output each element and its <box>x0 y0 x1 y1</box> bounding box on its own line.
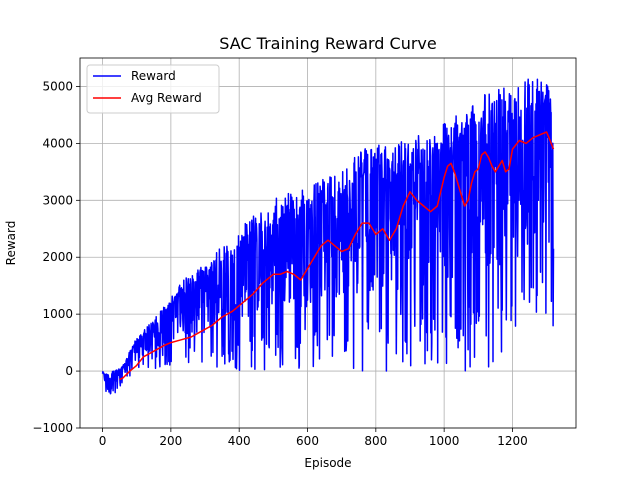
plot-frame <box>79 57 577 429</box>
x-tick-label: 400 <box>228 434 251 448</box>
series-line-avg-reward <box>119 131 555 381</box>
x-tick-label: 1200 <box>497 434 528 448</box>
y-tick-label: 1000 <box>42 307 73 321</box>
series-layer <box>101 78 555 395</box>
y-tick-label: −1000 <box>32 421 73 435</box>
y-axis-label: Reward <box>4 221 18 266</box>
y-tick-label: 5000 <box>42 79 73 93</box>
y-tick-label: 0 <box>65 364 73 378</box>
y-tick-label: 4000 <box>42 136 73 150</box>
y-tick-label: 2000 <box>42 250 73 264</box>
x-tick-label: 800 <box>364 434 387 448</box>
y-axis-ticks: −1000 0 1000 2000 3000 4000 5000 <box>32 79 80 435</box>
x-axis-ticks: 0 200 400 600 800 1000 1200 <box>99 428 528 448</box>
y-tick-label: 3000 <box>42 193 73 207</box>
legend: Reward Avg Reward <box>86 64 220 114</box>
x-tick-label: 600 <box>296 434 319 448</box>
x-axis-label: Episode <box>304 456 351 470</box>
chart-title: SAC Training Reward Curve <box>219 34 436 53</box>
series-line-reward <box>101 78 555 395</box>
x-tick-label: 200 <box>159 434 182 448</box>
legend-box <box>86 64 220 114</box>
legend-label-reward: Reward <box>131 69 176 83</box>
x-tick-label: 1000 <box>429 434 460 448</box>
x-tick-label: 0 <box>99 434 107 448</box>
legend-label-avg-reward: Avg Reward <box>131 91 202 105</box>
